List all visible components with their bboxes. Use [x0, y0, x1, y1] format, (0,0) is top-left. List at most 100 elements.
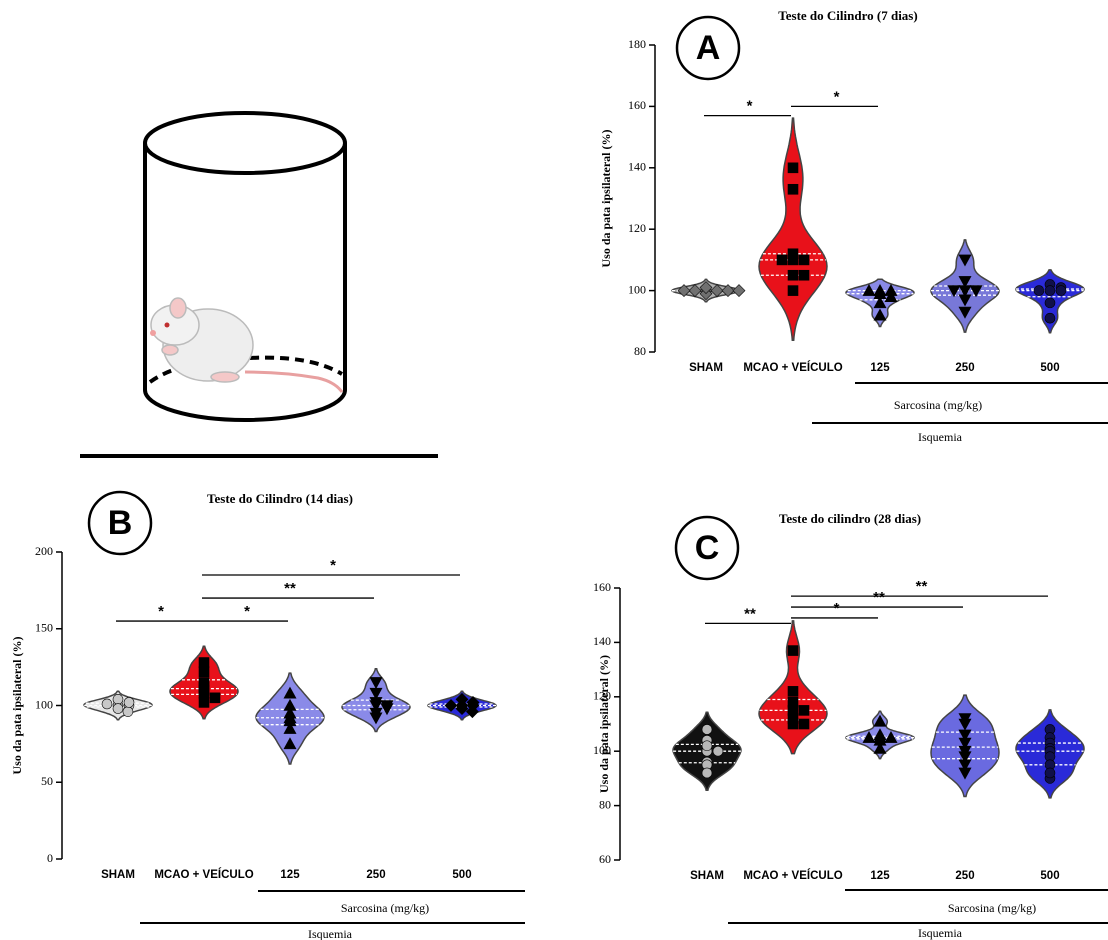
- data-point: [798, 705, 810, 716]
- cylinder-illustration: [143, 111, 347, 422]
- chart: B Teste do Cilindro (14 dias) 0 50 100 150 200…: [10, 490, 525, 940]
- x-tick-label: 500: [452, 869, 471, 881]
- x-tick-label: SHAM: [101, 869, 135, 881]
- group-label: Isquemia: [918, 926, 963, 940]
- y-axis-label: Uso da pata ipsilateral (%): [10, 636, 24, 774]
- data-point: [677, 284, 691, 298]
- significance-label: *: [330, 557, 336, 574]
- data-point: [123, 697, 135, 708]
- data-point: [884, 730, 898, 743]
- significance-label: *: [158, 603, 164, 620]
- data-point: [101, 698, 113, 710]
- data-point: [958, 759, 972, 772]
- y-tick-label: 160: [593, 580, 611, 594]
- chart-title: Teste do Cilindro (14 dias): [207, 491, 353, 506]
- panel-badge: [675, 15, 741, 81]
- data-point: [787, 686, 799, 697]
- data-point: [958, 254, 972, 267]
- data-point: [787, 269, 799, 281]
- data-point: [958, 729, 972, 742]
- group-label: Isquemia: [308, 927, 353, 940]
- data-point: [1044, 312, 1056, 324]
- data-point: [1044, 297, 1056, 309]
- data-point: [1044, 285, 1056, 296]
- y-tick-label: 0: [47, 851, 53, 865]
- data-point: [701, 724, 713, 735]
- y-tick-label: 100: [35, 697, 53, 711]
- significance-label: **: [284, 580, 296, 597]
- data-point: [958, 306, 972, 319]
- data-point: [969, 285, 983, 298]
- group-label: Sarcosina (mg/kg): [341, 901, 429, 915]
- data-point: [369, 687, 383, 700]
- x-tick-label: 250: [366, 869, 385, 881]
- data-point: [699, 281, 713, 294]
- data-point: [283, 721, 297, 734]
- data-point: [798, 269, 810, 281]
- data-point: [798, 718, 810, 730]
- y-tick-label: 140: [628, 160, 646, 174]
- chart: A Teste do Cilindro (7 dias) 80 100 120 140 16…: [599, 8, 1108, 444]
- data-point: [712, 745, 724, 757]
- group-label: Sarcosina (mg/kg): [948, 901, 1036, 915]
- data-point: [701, 767, 713, 779]
- data-point: [958, 276, 972, 289]
- y-tick-label: 150: [35, 621, 53, 635]
- x-tick-label: 125: [280, 869, 300, 881]
- data-point: [198, 657, 210, 668]
- data-point: [380, 703, 394, 716]
- x-tick-label: MCAO + VEÍCULO: [154, 868, 253, 881]
- significance-label: **: [873, 589, 885, 606]
- data-point: [112, 694, 124, 705]
- panel-badge: [87, 490, 153, 556]
- data-point: [884, 290, 898, 303]
- data-point: [369, 697, 383, 710]
- data-point: [1033, 285, 1045, 296]
- mouse: [150, 297, 344, 393]
- data-point: [787, 645, 799, 656]
- y-tick-label: 120: [593, 689, 611, 703]
- data-point: [787, 718, 799, 730]
- x-tick-label: 125: [870, 362, 890, 374]
- data-point: [444, 699, 458, 712]
- x-tick-label: SHAM: [689, 362, 723, 374]
- y-tick-label: 60: [599, 852, 611, 866]
- chart-title: Teste do Cilindro (7 dias): [778, 8, 917, 23]
- x-tick-label: SHAM: [690, 870, 724, 882]
- chart: C Teste do cilindro (28 dias) 60 80 100 120 14…: [593, 511, 1108, 940]
- data-point: [958, 737, 972, 750]
- panel-letter: C: [695, 529, 720, 567]
- y-axis-label: Uso da pata ipsilateral (%): [599, 129, 613, 267]
- significance-label: **: [916, 578, 928, 595]
- violin: [758, 117, 828, 342]
- x-tick-label: 250: [955, 362, 974, 374]
- significance-label: **: [744, 605, 756, 622]
- data-point: [198, 681, 210, 693]
- y-tick-label: 80: [634, 344, 646, 358]
- y-tick-label: 100: [593, 743, 611, 757]
- y-tick-label: 120: [628, 221, 646, 235]
- data-point: [701, 740, 713, 752]
- data-point: [798, 254, 810, 266]
- data-point: [283, 686, 297, 699]
- data-point: [198, 666, 210, 678]
- data-point: [958, 718, 972, 731]
- data-point: [369, 712, 383, 725]
- data-point: [710, 284, 724, 298]
- data-point: [873, 296, 887, 309]
- data-point: [465, 705, 479, 719]
- data-point: [958, 285, 972, 298]
- data-point: [787, 254, 799, 266]
- data-point: [732, 284, 746, 298]
- data-point: [958, 751, 972, 764]
- data-point: [873, 741, 887, 754]
- data-point: [369, 677, 383, 690]
- y-tick-label: 50: [41, 774, 53, 788]
- significance-label: *: [834, 88, 840, 105]
- data-point: [466, 696, 480, 709]
- group-label: Sarcosina (mg/kg): [894, 398, 982, 412]
- panel-letter: A: [696, 29, 721, 67]
- x-tick-label: MCAO + VEÍCULO: [743, 361, 842, 374]
- data-point: [947, 285, 961, 298]
